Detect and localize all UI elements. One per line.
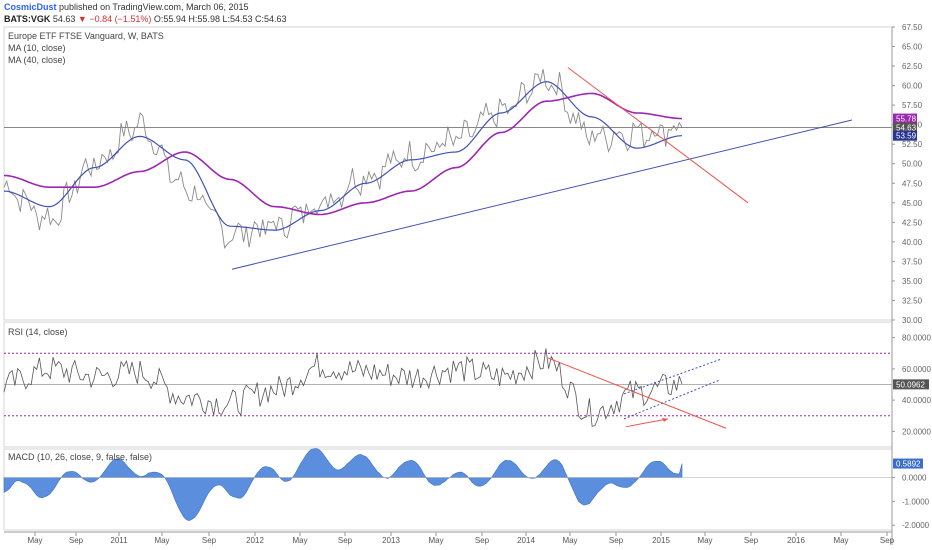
- ma40-line: [3, 92, 683, 216]
- main-y-tick-label: 45.00: [902, 199, 923, 208]
- rsi-arrow-head: [662, 417, 668, 422]
- macd-histogram-area: [3, 448, 683, 522]
- x-tick-label: Sep: [609, 536, 624, 545]
- x-tick-label: Sep: [880, 536, 895, 545]
- publish-line: CosmicDust published on TradingView.com,…: [4, 2, 248, 12]
- resistance-trendline: [567, 67, 749, 204]
- macd-y-tick-label: 0.0000: [902, 474, 927, 483]
- main-pane-title: Europe ETF FTSE Vanguard, W, BATS: [8, 31, 164, 41]
- x-tick-label: May: [292, 536, 307, 545]
- main-y-tick-label: 62.50: [902, 62, 923, 71]
- price-badge: [893, 113, 917, 124]
- x-tick-label: May: [27, 536, 42, 545]
- price-change: −0.84 (−1.51%): [89, 14, 152, 24]
- x-tick-label: Sep: [69, 536, 84, 545]
- main-y-tick-label: 52.50: [902, 140, 923, 149]
- x-tick-label: Sep: [338, 536, 353, 545]
- price-line: [3, 69, 683, 249]
- rsi-y-tick-label: 40.0000: [902, 396, 931, 405]
- rsi-channel-lower: [623, 379, 721, 420]
- rsi-pane[interactable]: 80.0000 60.0000 40.0000 20.0000 50.0962: [3, 321, 931, 448]
- x-tick-label: Sep: [744, 536, 759, 545]
- price-badge-label: 53.59: [896, 132, 917, 141]
- x-tick-label: 2015: [652, 536, 670, 545]
- time-axis[interactable]: May Sep 2011 May Sep 2012 May Sep 2013 May Sep 2014…: [4, 27, 895, 545]
- x-tick-label: 2011: [110, 536, 128, 545]
- rsi-y-tick-label: 60.0000: [902, 365, 931, 374]
- rsi-divergence-arrow: [625, 418, 669, 428]
- quote-line: BATS:VGK 54.63 ▼ −0.84 (−1.51%) O:55.94 …: [4, 14, 287, 24]
- rsi-line: [3, 348, 683, 427]
- main-y-tick-label: 42.50: [902, 218, 923, 227]
- last-price: 54.63: [52, 14, 76, 24]
- main-y-tick-label: 67.50: [902, 23, 923, 32]
- ma10-line: [3, 81, 683, 231]
- x-tick-label: Sep: [202, 536, 217, 545]
- support-trendline: [231, 119, 853, 270]
- rsi-legend: RSI (14, close): [8, 327, 68, 337]
- macd-legend: MACD (10, 26, close, 9, false, false): [8, 452, 153, 462]
- rsi-channel-upper: [623, 359, 721, 395]
- macd-y-tick-label: -2.0000: [902, 521, 930, 530]
- x-tick-label: 2014: [517, 536, 535, 545]
- main-y-tick-label: 50.00: [902, 160, 923, 169]
- main-pane[interactable]: 67.5065.0062.5060.0057.5055.0052.5050.00…: [3, 23, 923, 325]
- down-arrow-icon: ▼: [77, 14, 87, 24]
- macd-y-tick-label: -1.0000: [902, 497, 930, 506]
- author-link[interactable]: CosmicDust: [4, 2, 57, 12]
- main-pane-frame: [3, 26, 893, 321]
- price-badge: [893, 122, 917, 133]
- rsi-y-tick-label: 20.0000: [902, 427, 931, 436]
- symbol-label: BATS:VGK: [4, 14, 51, 24]
- rsi-y-tick-label: 80.0000: [902, 334, 931, 343]
- price-badge: [893, 130, 917, 141]
- macd-badge-label: 0.5892: [896, 460, 921, 469]
- main-y-tick-label: 57.50: [902, 101, 923, 110]
- ma10-legend: MA (10, close): [8, 43, 66, 53]
- x-tick-label: 2016: [787, 536, 805, 545]
- rsi-red-trendline: [547, 357, 727, 429]
- macd-pane[interactable]: 0.0000 -1.0000 -2.0000 0.5892: [3, 448, 930, 531]
- main-y-tick-label: 37.50: [902, 257, 923, 266]
- x-tick-label: 2013: [382, 536, 400, 545]
- x-tick-label: May: [428, 536, 443, 545]
- main-y-tick-label: 60.00: [902, 82, 923, 91]
- x-tick-label: May: [697, 536, 712, 545]
- published-text: published on TradingView.com, March 06, …: [59, 2, 249, 12]
- ma40-legend: MA (40, close): [8, 55, 66, 65]
- x-tick-label: Sep: [475, 536, 490, 545]
- main-y-tick-label: 32.50: [902, 296, 923, 305]
- ohlc-values: O:55.94 H:55.98 L:54.53 C:54.63: [153, 14, 287, 24]
- x-tick-label: May: [154, 536, 169, 545]
- price-badge-label: 55.78: [896, 115, 917, 124]
- x-tick-label: May: [562, 536, 577, 545]
- main-y-tick-label: 30.00: [902, 316, 923, 325]
- main-y-tick-label: 35.00: [902, 277, 923, 286]
- x-tick-label: 2012: [246, 536, 264, 545]
- rsi-badge: [893, 379, 929, 390]
- x-tick-label: May: [833, 536, 848, 545]
- rsi-badge-label: 50.0962: [896, 380, 925, 389]
- price-badge-label: 54.63: [896, 124, 917, 133]
- main-y-tick-label: 47.50: [902, 179, 923, 188]
- macd-badge: [893, 458, 923, 469]
- main-y-tick-label: 40.00: [902, 238, 923, 247]
- main-y-tick-label: 65.00: [902, 43, 923, 52]
